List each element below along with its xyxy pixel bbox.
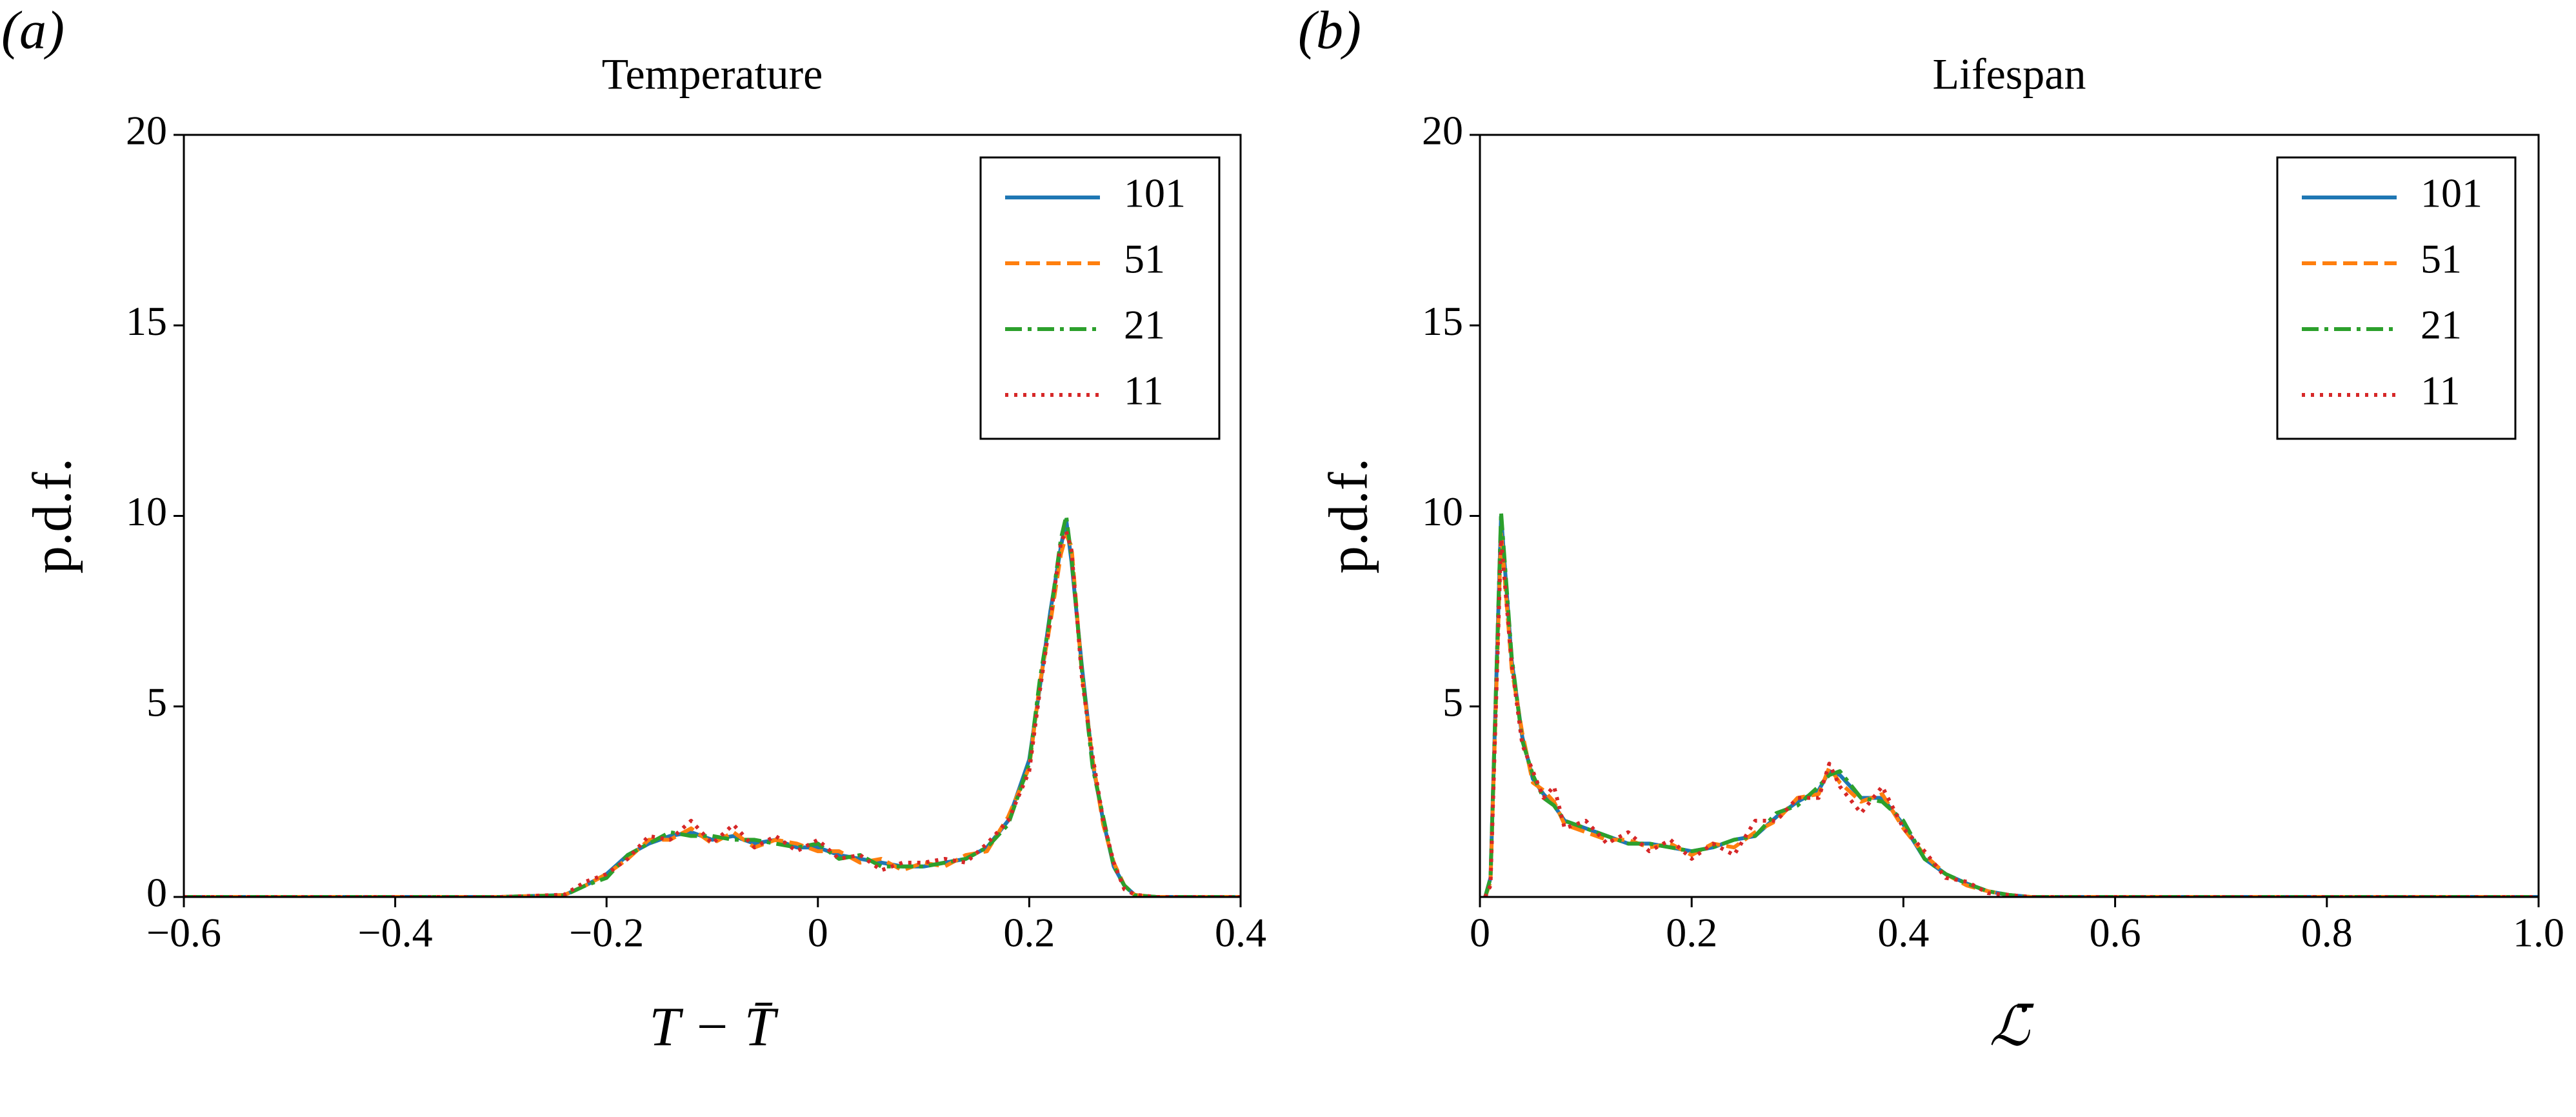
legend-label: 11 bbox=[2421, 368, 2461, 414]
chart-title: Temperature bbox=[602, 50, 823, 99]
y-tick-label: 10 bbox=[126, 488, 167, 534]
x-tick-label: 0 bbox=[808, 910, 828, 956]
x-tick-label: 0.8 bbox=[2301, 910, 2353, 956]
x-tick-label: −0.2 bbox=[569, 910, 644, 956]
legend-label: 101 bbox=[1124, 170, 1186, 216]
y-tick-label: 5 bbox=[146, 679, 167, 725]
legend-label: 51 bbox=[1124, 236, 1165, 282]
y-axis-label: p.d.f. bbox=[1317, 458, 1379, 574]
legend-label: 51 bbox=[2421, 236, 2462, 282]
series-line bbox=[1483, 510, 2539, 897]
y-tick-label: 10 bbox=[1422, 488, 1463, 534]
x-tick-label: 0.2 bbox=[1666, 910, 1717, 956]
x-axis-label: T − T̄ bbox=[649, 996, 778, 1058]
legend-label: 21 bbox=[1124, 302, 1165, 348]
chart-title: Lifespan bbox=[1933, 50, 2086, 99]
series-line bbox=[1483, 514, 2539, 897]
x-tick-label: 0 bbox=[1470, 910, 1490, 956]
plot-frame bbox=[183, 134, 1242, 898]
legend-label: 11 bbox=[1124, 368, 1164, 414]
x-tick-label: 0.4 bbox=[1215, 910, 1266, 956]
legend-label: 21 bbox=[2421, 302, 2462, 348]
x-tick-label: 0.4 bbox=[1877, 910, 1929, 956]
y-tick-label: 20 bbox=[126, 108, 167, 154]
y-tick-label: 20 bbox=[1422, 108, 1463, 154]
series-line bbox=[1483, 536, 2539, 897]
y-tick-label: 15 bbox=[1422, 298, 1463, 344]
panel-label: (b) bbox=[1298, 0, 1361, 60]
x-tick-label: 0.6 bbox=[2090, 910, 2141, 956]
series-line bbox=[184, 529, 1241, 897]
y-tick-label: 0 bbox=[146, 870, 167, 916]
y-tick-label: 5 bbox=[1443, 679, 1463, 725]
y-axis-label: p.d.f. bbox=[21, 458, 83, 574]
plot-frame bbox=[1479, 134, 2540, 898]
x-axis-label: ℒ̄ bbox=[1990, 996, 2035, 1058]
series-line bbox=[184, 518, 1241, 897]
x-tick-label: −0.4 bbox=[358, 910, 433, 956]
x-tick-label: −0.6 bbox=[146, 910, 221, 956]
legend-box bbox=[979, 156, 1221, 440]
panel-label: (a) bbox=[1, 0, 65, 60]
legend-box bbox=[2276, 156, 2517, 440]
x-tick-label: 1.0 bbox=[2513, 910, 2564, 956]
legend-label: 101 bbox=[2421, 170, 2482, 216]
y-tick-label: 15 bbox=[126, 298, 167, 344]
x-tick-label: 0.2 bbox=[1003, 910, 1055, 956]
series-line bbox=[184, 533, 1241, 897]
